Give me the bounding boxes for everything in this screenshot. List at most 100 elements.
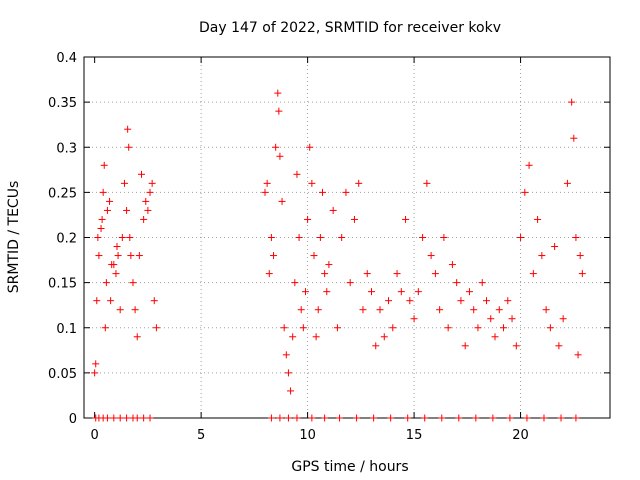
data-point — [478, 279, 486, 287]
data-points — [91, 89, 586, 422]
data-point — [461, 342, 469, 350]
data-point — [137, 170, 145, 178]
data-point — [135, 252, 143, 260]
data-point — [148, 179, 156, 187]
data-point — [529, 270, 537, 278]
x-tick-label: 5 — [197, 428, 205, 443]
data-point — [125, 143, 133, 151]
data-point — [414, 288, 422, 296]
data-point — [350, 215, 358, 223]
data-point — [291, 279, 299, 287]
data-point — [133, 414, 141, 422]
data-point — [423, 179, 431, 187]
y-axis-label: SRMTID / TECUs — [6, 181, 22, 294]
y-tick-label: 0 — [69, 412, 77, 427]
data-point — [363, 270, 371, 278]
data-point — [319, 188, 327, 196]
data-point — [438, 414, 446, 422]
data-point — [333, 324, 341, 332]
data-point — [101, 324, 109, 332]
y-tick-label: 0.25 — [48, 186, 77, 201]
data-point — [299, 324, 307, 332]
data-point — [353, 414, 361, 422]
data-point — [131, 306, 139, 314]
data-point — [406, 297, 414, 305]
data-point — [534, 215, 542, 223]
data-point — [563, 179, 571, 187]
data-point — [270, 252, 278, 260]
data-point — [263, 179, 271, 187]
data-point — [578, 270, 586, 278]
data-point — [120, 179, 128, 187]
data-point — [142, 197, 150, 205]
data-point — [123, 414, 131, 422]
data-point — [367, 288, 375, 296]
data-point — [455, 414, 463, 422]
data-point — [284, 369, 292, 377]
data-point — [444, 324, 452, 332]
chart-title: Day 147 of 2022, SRMTID for receiver kok… — [199, 20, 501, 36]
data-point — [323, 288, 331, 296]
data-point — [118, 234, 126, 241]
data-point — [508, 315, 516, 323]
y-tick-label: 0.35 — [48, 96, 77, 111]
data-point — [274, 89, 282, 97]
data-point — [113, 243, 121, 251]
data-point — [342, 188, 350, 196]
data-point — [123, 206, 131, 214]
data-point — [301, 288, 309, 296]
x-tick-label: 20 — [512, 428, 529, 443]
data-point — [557, 414, 565, 422]
grid-lines — [84, 57, 610, 418]
data-point — [512, 342, 520, 350]
data-point — [133, 333, 141, 341]
data-point — [570, 134, 578, 142]
data-point — [93, 297, 101, 305]
data-point — [538, 252, 546, 260]
data-point — [387, 414, 395, 422]
y-tick-label: 0.3 — [56, 141, 77, 156]
data-point — [308, 179, 316, 187]
data-point — [114, 252, 122, 260]
data-point — [261, 188, 269, 196]
data-point — [389, 324, 397, 332]
data-point — [267, 234, 275, 241]
data-point — [453, 279, 461, 287]
data-point — [146, 414, 154, 422]
data-point — [470, 306, 478, 314]
data-point — [289, 333, 297, 341]
data-point — [112, 270, 120, 278]
data-point — [267, 414, 275, 422]
data-point — [572, 414, 580, 422]
data-point — [436, 306, 444, 314]
y-tick-label: 0.4 — [56, 51, 77, 66]
data-point — [278, 197, 286, 205]
data-point — [152, 324, 160, 332]
data-point — [359, 306, 367, 314]
data-point — [487, 315, 495, 323]
data-point — [482, 297, 490, 305]
data-point — [546, 324, 554, 332]
data-point — [124, 125, 132, 133]
data-point — [329, 206, 337, 214]
data-point — [506, 414, 514, 422]
data-point — [568, 98, 576, 106]
data-point — [295, 234, 303, 241]
data-point — [140, 414, 148, 422]
axis-ticks — [84, 56, 610, 419]
y-tick-label: 0.1 — [56, 322, 77, 337]
data-point — [491, 333, 499, 341]
data-point — [385, 297, 393, 305]
data-point — [523, 414, 531, 422]
data-point — [306, 143, 314, 151]
data-point — [338, 234, 346, 241]
data-point — [103, 206, 111, 214]
data-point — [146, 188, 154, 196]
data-point — [325, 261, 333, 269]
data-point — [559, 315, 567, 323]
data-point — [107, 297, 115, 305]
data-point — [116, 414, 124, 422]
data-point — [98, 215, 106, 223]
data-point — [410, 315, 418, 323]
data-point — [293, 170, 301, 178]
